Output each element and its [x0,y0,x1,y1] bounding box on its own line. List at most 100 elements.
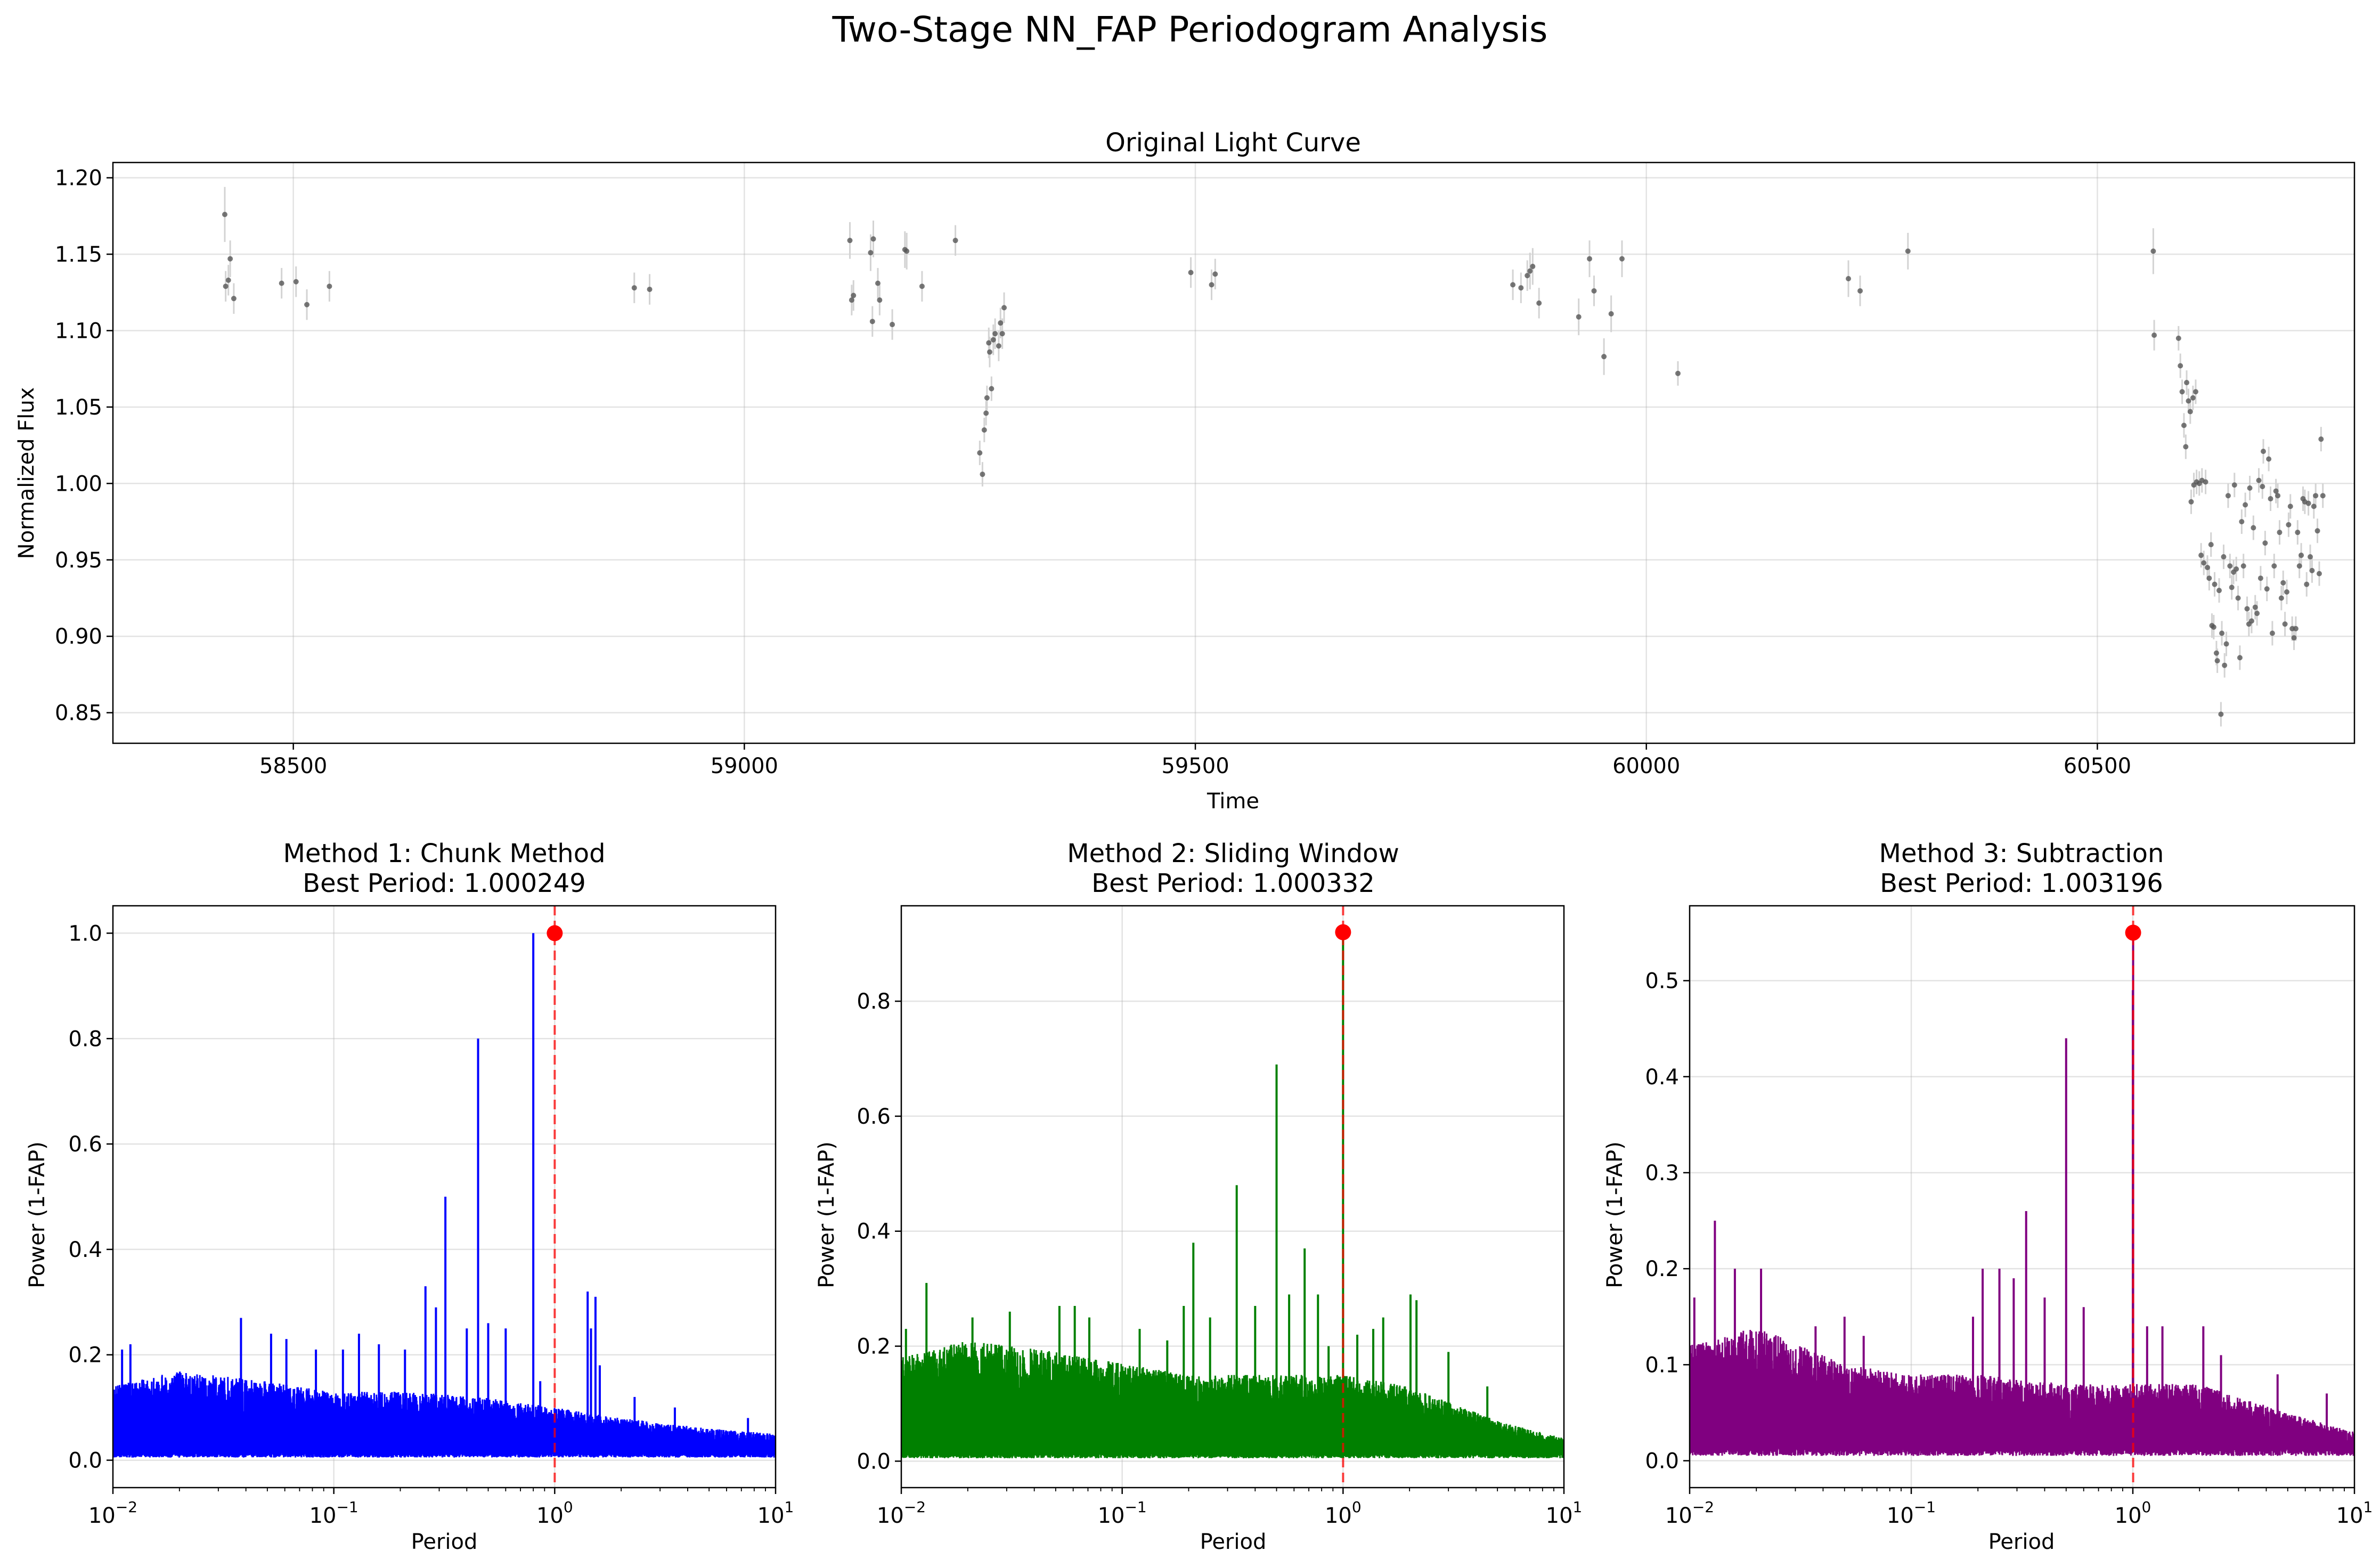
y-tick-label: 0.2 [857,1335,891,1359]
data-point [870,236,876,242]
y-tick-label: 0.5 [1645,969,1679,994]
method1-plot-area: 0.0 0.2 0.4 0.6 0.8 1.0 10−2 10−1 100 101 [68,905,794,1528]
data-point [2192,389,2198,395]
data-point [279,280,284,286]
data-point [2248,618,2254,624]
data-point [2179,389,2185,395]
y-tick-label: 0.4 [857,1220,891,1244]
method1-title: Method 1: Chunk Method [283,839,605,868]
y-tick-label: 0.8 [857,989,891,1014]
data-point [2316,571,2322,577]
data-point [981,427,987,433]
plot-frame [900,905,1565,1489]
data-point [2260,484,2265,490]
data-point [2273,488,2279,494]
y-tick-label: 0.0 [1645,1449,1679,1474]
data-point [983,410,989,416]
method3-x-axis-label: Period [1988,1530,2055,1554]
best-period-marker [1335,924,1351,940]
y-tick-label: 0.1 [1645,1353,1679,1377]
y-tick-label: 0.3 [1645,1161,1679,1186]
plot-frame [1689,905,2355,1489]
data-point [869,319,875,324]
y-tick-label: 0.90 [55,624,102,649]
data-point [2208,542,2214,548]
y-tick-label: 0.8 [68,1027,102,1051]
data-point [1518,285,1524,291]
data-point [984,395,990,401]
y-tick-label: 1.20 [55,166,102,191]
data-point [1857,288,1863,294]
x-tick-label: 10−2 [88,1498,137,1528]
data-point [2184,380,2190,386]
data-point [1527,268,1533,274]
data-point [2262,540,2268,546]
y-tick-label: 0.95 [55,548,102,573]
y-tick-label: 0.85 [55,701,102,726]
data-point [2247,485,2253,491]
data-point [2243,502,2248,508]
data-point [987,349,992,355]
data-point [2286,522,2292,527]
y-tick-label: 0.2 [1645,1257,1679,1281]
data-point [2239,519,2245,525]
data-point [1530,264,1536,270]
data-point [989,386,995,392]
data-point [2211,624,2216,630]
data-point [2282,621,2288,627]
data-point [2222,662,2228,668]
data-point [2229,584,2235,590]
data-point [1905,248,1911,254]
data-point [2305,500,2311,506]
data-point [631,285,637,291]
data-point [2188,499,2194,505]
data-point [2296,563,2302,569]
data-point [2318,436,2324,442]
data-point [1576,314,1582,320]
data-point [2175,335,2181,341]
data-point [890,322,895,328]
data-point [1188,270,1194,275]
data-point [2234,566,2239,572]
method3-title: Method 3: Subtraction [1879,839,2164,868]
data-point [2287,504,2293,509]
data-point [992,331,998,337]
data-point [2252,604,2258,610]
data-point [2216,588,2222,594]
data-point [2190,395,2196,401]
data-point [2311,504,2317,509]
data-point [2244,606,2250,612]
power-series-line [113,1371,776,1458]
data-point [2304,581,2310,587]
data-point [980,472,985,477]
data-point [222,212,227,217]
data-point [293,279,299,285]
data-point [1536,300,1542,306]
data-point [2313,493,2319,499]
lightcurve-x-axis-label: Time [1207,789,1259,814]
x-tick-label: 59500 [1161,754,1229,778]
y-tick-label: 0.6 [857,1105,891,1129]
y-tick-label: 0.0 [68,1449,102,1473]
y-tick-label: 1.0 [68,921,102,946]
lightcurve-panel: Original Light Curve 58500 59000 59500 6000… [14,128,2355,814]
data-point [1591,288,1597,294]
data-point [847,238,853,243]
data-point [2203,479,2208,485]
data-point [2218,711,2224,717]
method2-plot-area: 0.0 0.2 0.4 0.6 0.8 10−2 10−1 100 101 [857,905,1583,1528]
data-point [1001,305,1007,311]
data-point [2284,589,2289,595]
method3-plot-area: 0.0 0.1 0.2 0.3 0.4 0.5 10−2 10−1 100 101 [1645,905,2373,1528]
data-point [990,337,996,343]
x-tick-label: 58500 [259,754,327,778]
data-point [304,302,310,307]
x-tick-label: 100 [1325,1498,1362,1528]
data-point [2237,655,2243,661]
data-point [2206,575,2212,581]
y-tick-label: 0.6 [68,1132,102,1157]
data-point [2178,363,2183,369]
x-tick-label: 101 [1546,1498,1583,1528]
data-point [1601,354,1607,360]
